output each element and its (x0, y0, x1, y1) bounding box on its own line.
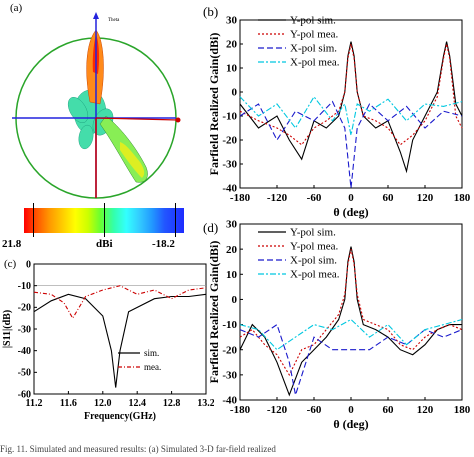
legend-label-2: Y-pol mea. (290, 29, 339, 41)
x-tick-label: 180 (454, 404, 471, 416)
colorbar-unit: dBi (96, 238, 113, 250)
legend-label-3: X-pol sim. (290, 255, 337, 267)
radiation-pattern-3d: Theta (12, 12, 181, 199)
panel-label-b: (b) (203, 4, 219, 19)
x-tick-label: 12.0 (94, 398, 112, 409)
series-line-2 (33, 285, 207, 320)
y-tick-label: 0 (232, 294, 238, 306)
x-tick-label: 11.2 (26, 398, 43, 409)
x-tick-label: -60 (307, 404, 322, 416)
x-axis-label: Frequency(GHz) (84, 411, 156, 422)
x-tick-label: -120 (267, 404, 288, 416)
y-tick-label: 0 (232, 87, 238, 99)
panel-label-a: (a) (10, 2, 23, 14)
x-tick-label: -120 (267, 192, 288, 204)
x-axis-label: θ (deg) (333, 205, 368, 219)
y-axis-label: Farfield Realized Gain(dBi) (207, 33, 221, 176)
y-tick-label: 30 (226, 15, 238, 27)
legend-label-2: mea. (144, 362, 161, 372)
y-tick-label: -20 (222, 135, 237, 147)
x-tick-label: 180 (454, 192, 471, 204)
y-tick-label: -10 (222, 111, 237, 123)
legend-label-1: Y-pol sim. (290, 227, 336, 239)
panel-label-d: (d) (203, 220, 219, 235)
y-tick-label: 20 (226, 244, 238, 256)
x-tick-label: 60 (383, 192, 395, 204)
series-line-4 (239, 95, 463, 136)
series-line-3 (239, 323, 463, 396)
y-tick-label: -50 (18, 368, 31, 379)
legend-label-2: Y-pol mea. (290, 241, 339, 253)
series-line-2 (239, 43, 463, 146)
theta-axis-label: Theta (108, 18, 120, 23)
legend-label-4: X-pol mea. (290, 269, 340, 281)
legend-label-3: X-pol sim. (290, 43, 337, 55)
y-tick-label: -20 (222, 344, 237, 356)
series-line-2 (239, 248, 463, 377)
chart-farfield-b: -180 -120 -60 0 60 120 180 30 20 10 0 -10 -20 -30 -40 θ… (207, 15, 471, 219)
y-tick-label: -60 (18, 389, 31, 400)
y-tick-label: -40 (222, 183, 237, 195)
x-tick-label: 0 (348, 404, 354, 416)
x-axis-label: θ (deg) (333, 417, 368, 431)
y-tick-label: -20 (18, 303, 31, 314)
x-tick-label: -60 (307, 192, 322, 204)
x-tick-label: 13.2 (197, 398, 214, 409)
x-tick-label: 0 (348, 192, 354, 204)
series-line-4 (239, 318, 463, 351)
chart-farfield-d: -180 -120 -60 0 60 120 180 30 20 10 0 -10 -20 -30 -40 θ… (207, 220, 471, 431)
figure-caption: Fig. 11. Simulated and measured results:… (0, 444, 276, 454)
chart-s11: 11.2 11.6 12.0 12.4 12.8 13.2 0 -10 -20 -30 -40 -50… (2, 259, 214, 422)
y-tick-label: 0 (26, 259, 31, 270)
x-tick-label: 12.8 (163, 398, 181, 409)
y-tick-label: -30 (222, 159, 237, 171)
series-line-1 (239, 246, 462, 397)
legend-label-1: Y-pol sim. (290, 15, 336, 27)
legend-label-4: X-pol mea. (290, 57, 340, 69)
y-tick-label: -40 (18, 346, 31, 357)
y-axis-label: Farfield Realized Gain(dBi) (207, 241, 221, 384)
plot-frame (33, 263, 207, 395)
y-tick-label: -10 (18, 281, 31, 292)
side-lobes (67, 89, 114, 150)
series-line-3 (239, 100, 463, 189)
x-tick-label: -180 (230, 404, 251, 416)
legend-label-1: sim. (144, 348, 159, 358)
y-tick-label: -10 (222, 319, 237, 331)
colorbar-max: -18.2 (152, 238, 175, 250)
y-tick-label: 30 (226, 220, 238, 231)
y-tick-label: 10 (226, 63, 238, 75)
x-tick-label: 120 (417, 192, 434, 204)
series-line-1 (33, 293, 207, 388)
x-tick-label: 11.6 (60, 398, 77, 409)
y-tick-label: 20 (226, 39, 238, 51)
x-tick-label: 60 (383, 404, 395, 416)
y-tick-label: 10 (226, 269, 238, 281)
x-tick-label: -180 (230, 192, 251, 204)
x-tick-label: 120 (417, 404, 434, 416)
y-tick-label: -30 (18, 324, 31, 335)
y-axis-label: |S11|(dB) (2, 310, 13, 348)
panel-label-c: (c) (4, 258, 17, 270)
x-tick-label: 12.4 (128, 398, 146, 409)
colorbar-min: 21.8 (2, 238, 22, 250)
y-tick-label: -30 (222, 370, 237, 382)
y-tick-label: -40 (222, 395, 237, 407)
